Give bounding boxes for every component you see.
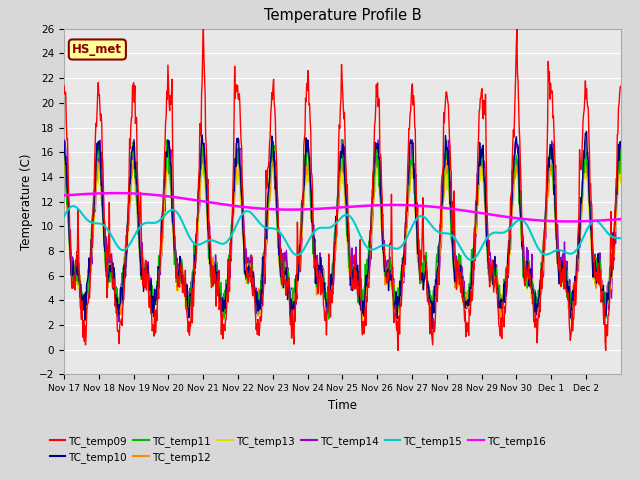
TC_temp12 <box>599 287 607 292</box>
TC_temp12 <box>617 160 625 166</box>
TC_temp12 <box>590 267 598 273</box>
TC_temp16 <box>292 207 300 213</box>
TC_temp14 <box>61 137 68 143</box>
TC_temp11 <box>599 293 607 299</box>
TC_temp13 <box>617 180 625 186</box>
TC_temp13 <box>566 318 573 324</box>
Line: TC_temp11: TC_temp11 <box>64 140 621 319</box>
Line: TC_temp14: TC_temp14 <box>64 140 621 322</box>
TC_temp12 <box>163 159 171 165</box>
TC_temp09 <box>590 252 598 258</box>
TC_temp15 <box>590 218 598 224</box>
TC_temp09 <box>394 348 402 353</box>
Y-axis label: Temperature (C): Temperature (C) <box>20 153 33 250</box>
TC_temp10 <box>582 129 590 134</box>
TC_temp13 <box>388 273 396 278</box>
TC_temp14 <box>590 276 598 281</box>
TC_temp15 <box>88 219 95 225</box>
TC_temp13 <box>87 252 95 258</box>
TC_temp09 <box>292 290 300 296</box>
TC_temp13 <box>512 152 520 158</box>
TC_temp14 <box>115 319 123 325</box>
TC_temp13 <box>291 296 299 301</box>
TC_temp14 <box>389 278 397 284</box>
TC_temp13 <box>60 164 68 170</box>
TC_temp15 <box>70 203 77 209</box>
TC_temp12 <box>60 159 68 165</box>
TC_temp15 <box>164 209 172 215</box>
TC_temp10 <box>599 299 607 304</box>
TC_temp11 <box>617 156 625 162</box>
Line: TC_temp16: TC_temp16 <box>64 193 621 221</box>
TC_temp09 <box>163 96 171 102</box>
TC_temp16 <box>388 202 396 208</box>
TC_temp15 <box>60 214 68 220</box>
Line: TC_temp15: TC_temp15 <box>64 206 621 260</box>
Title: Temperature Profile B: Temperature Profile B <box>264 9 421 24</box>
TC_temp09 <box>200 26 207 32</box>
Line: TC_temp10: TC_temp10 <box>64 132 621 329</box>
TC_temp12 <box>292 292 300 298</box>
TC_temp16 <box>60 192 68 198</box>
TC_temp10 <box>388 276 396 281</box>
TC_temp11 <box>82 316 90 322</box>
TC_temp14 <box>599 285 607 290</box>
TC_temp11 <box>60 157 68 163</box>
TC_temp14 <box>292 282 300 288</box>
TC_temp16 <box>564 218 572 224</box>
Text: HS_met: HS_met <box>72 43 122 56</box>
TC_temp16 <box>590 218 598 224</box>
TC_temp10 <box>617 143 625 148</box>
Legend: TC_temp09, TC_temp10, TC_temp11, TC_temp12, TC_temp13, TC_temp14, TC_temp15, TC_: TC_temp09, TC_temp10, TC_temp11, TC_temp… <box>45 432 550 467</box>
TC_temp10 <box>163 154 171 160</box>
TC_temp14 <box>617 143 625 149</box>
TC_temp12 <box>220 316 227 322</box>
TC_temp11 <box>164 147 172 153</box>
TC_temp12 <box>200 153 207 158</box>
TC_temp11 <box>389 277 397 283</box>
TC_temp16 <box>164 193 172 199</box>
TC_temp11 <box>590 268 598 274</box>
TC_temp11 <box>163 137 171 143</box>
TC_temp10 <box>291 303 299 309</box>
TC_temp16 <box>87 191 95 197</box>
TC_temp10 <box>428 326 436 332</box>
TC_temp09 <box>599 288 607 294</box>
TC_temp13 <box>590 267 598 273</box>
TC_temp15 <box>599 224 607 230</box>
TC_temp14 <box>60 153 68 159</box>
TC_temp10 <box>87 256 95 262</box>
TC_temp14 <box>164 144 172 149</box>
TC_temp09 <box>388 287 396 292</box>
Line: TC_temp12: TC_temp12 <box>64 156 621 319</box>
Line: TC_temp09: TC_temp09 <box>64 29 621 350</box>
TC_temp09 <box>87 266 95 272</box>
TC_temp11 <box>292 272 300 278</box>
TC_temp13 <box>599 292 607 298</box>
TC_temp14 <box>88 252 95 258</box>
TC_temp16 <box>113 190 120 196</box>
X-axis label: Time: Time <box>328 399 357 412</box>
TC_temp10 <box>60 139 68 145</box>
TC_temp10 <box>590 259 598 264</box>
TC_temp09 <box>617 84 625 89</box>
TC_temp12 <box>389 282 397 288</box>
TC_temp16 <box>599 217 607 223</box>
TC_temp15 <box>467 257 475 263</box>
Line: TC_temp13: TC_temp13 <box>64 155 621 321</box>
TC_temp11 <box>88 233 95 239</box>
TC_temp16 <box>617 216 625 222</box>
TC_temp09 <box>60 83 68 89</box>
TC_temp12 <box>87 269 95 275</box>
TC_temp15 <box>292 252 300 258</box>
TC_temp13 <box>163 154 171 160</box>
TC_temp15 <box>617 235 625 241</box>
TC_temp15 <box>388 245 396 251</box>
